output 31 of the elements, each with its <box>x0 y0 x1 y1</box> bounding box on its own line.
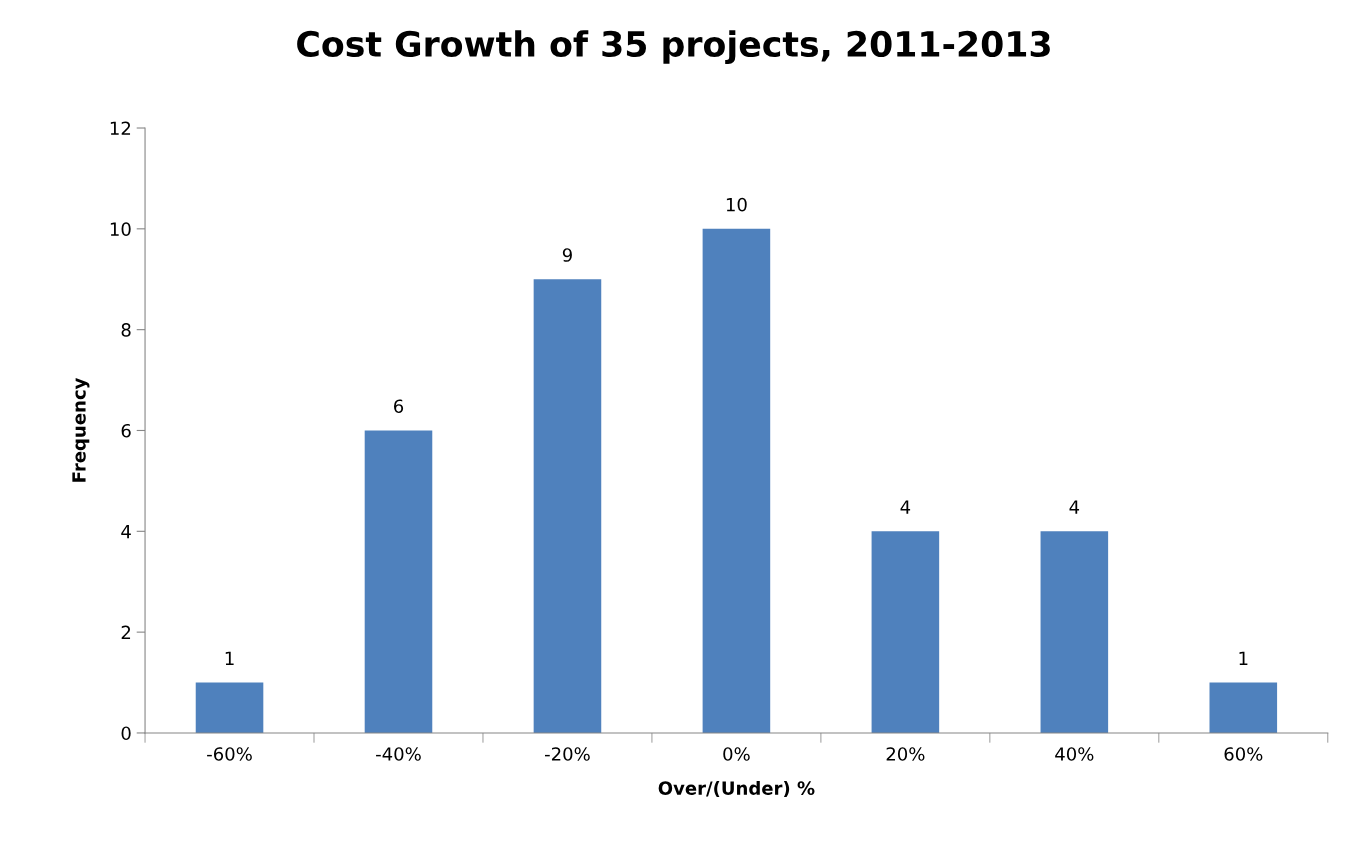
y-tick-label: 0 <box>121 726 131 741</box>
bar <box>871 531 940 733</box>
bar <box>533 279 602 733</box>
x-tick-label: 0% <box>723 747 750 761</box>
bar <box>702 228 771 733</box>
y-tick-label: 10 <box>110 222 131 236</box>
data-label: 4 <box>1069 500 1080 514</box>
x-tick-label: -20% <box>545 747 590 761</box>
data-label: 4 <box>900 500 911 514</box>
y-tick-label: 8 <box>121 323 131 337</box>
bar <box>195 682 264 733</box>
data-label: 1 <box>225 651 234 665</box>
y-axis-title: Frequency <box>72 377 90 482</box>
data-label: 6 <box>394 399 404 414</box>
y-tick-label: 4 <box>121 525 131 539</box>
y-tick-label: 12 <box>110 121 131 135</box>
x-tick-label: 60% <box>1224 747 1263 761</box>
x-tick-label: 20% <box>886 747 925 761</box>
data-label: 9 <box>562 248 572 262</box>
x-tick-label: -40% <box>376 747 421 761</box>
x-tick-label: 40% <box>1055 747 1094 761</box>
bar <box>364 430 433 733</box>
data-label: 1 <box>1239 651 1248 665</box>
x-axis-title: Over/(Under) % <box>658 780 815 798</box>
bar <box>1209 682 1278 733</box>
data-label: 10 <box>726 197 747 212</box>
x-tick-label: -60% <box>207 747 252 761</box>
chart-title: Cost Growth of 35 projects, 2011-2013 <box>297 30 1050 65</box>
y-tick-label: 6 <box>121 423 131 438</box>
y-tick-label: 2 <box>121 625 131 639</box>
bar <box>1040 531 1109 733</box>
